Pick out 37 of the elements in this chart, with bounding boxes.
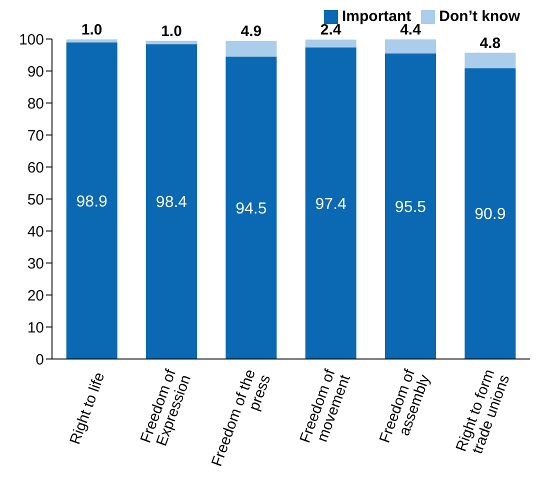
data-label: 4.8	[480, 34, 501, 52]
x-tick-label: Right to life	[66, 370, 108, 447]
y-tick-label: 10	[27, 319, 44, 336]
data-label: 98.9	[76, 193, 108, 210]
bar	[385, 53, 436, 359]
y-tick-label: 100	[18, 31, 44, 48]
bar	[226, 40, 277, 57]
y-tick-label: 80	[27, 95, 44, 112]
y-tick-label: 20	[27, 287, 44, 304]
x-tick-label: Right to form trade unions	[452, 367, 514, 456]
bar	[66, 42, 118, 359]
bar	[305, 40, 356, 48]
bar	[464, 52, 516, 68]
bar	[305, 47, 356, 359]
bar	[226, 56, 277, 359]
y-tick-label: 70	[27, 127, 44, 144]
bar	[464, 68, 516, 359]
data-label: 90.9	[474, 206, 506, 224]
y-tick-label: 0	[36, 351, 44, 368]
data-label: 98.4	[156, 194, 188, 212]
bar	[146, 44, 198, 359]
data-label: 1.0	[161, 22, 182, 40]
data-label: 95.5	[394, 198, 426, 216]
data-label: 97.4	[315, 196, 347, 213]
data-label: 94.5	[236, 200, 267, 218]
bar	[146, 40, 198, 44]
y-tick-label: 60	[27, 159, 44, 176]
legend-label: Don’t know	[439, 8, 520, 25]
y-tick-label: 50	[27, 191, 44, 208]
y-tick-label: 90	[27, 63, 44, 80]
data-label: 4.9	[240, 22, 262, 40]
y-tick-label: 40	[27, 223, 44, 240]
data-label: 1.0	[81, 21, 102, 38]
bar	[66, 39, 118, 43]
y-tick-label: 30	[27, 255, 44, 272]
bar	[385, 39, 436, 54]
data-label: 2.4	[320, 22, 342, 39]
